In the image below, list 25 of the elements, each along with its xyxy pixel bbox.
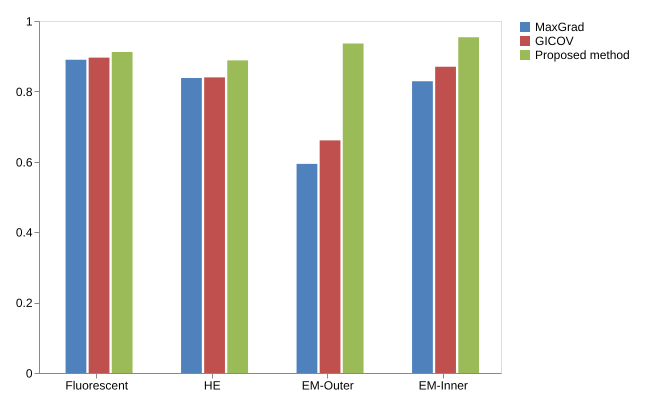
y-tick-label: 0.6 [16, 155, 33, 170]
bar [458, 37, 480, 373]
x-tick-label: EM-Outer [302, 378, 354, 392]
bar [320, 140, 340, 373]
y-tick-label: 0 [26, 366, 33, 380]
bar [181, 78, 202, 373]
bar [66, 60, 86, 373]
bar [88, 58, 110, 373]
legend-label: Proposed method [535, 48, 630, 62]
y-tick-label: 1 [26, 14, 33, 28]
bar [435, 66, 456, 373]
bar [296, 164, 318, 373]
x-tick-label: HE [204, 378, 221, 392]
bar [412, 81, 433, 373]
y-tick-label: 0.4 [16, 226, 33, 240]
bar [204, 77, 225, 373]
y-tick-label: 0.2 [16, 296, 33, 310]
legend-label: GICOV [535, 34, 574, 48]
x-tick-label: EM-Inner [418, 378, 468, 392]
x-tick-label: Fluorescent [65, 378, 129, 392]
bar [342, 44, 364, 373]
legend-label: MaxGrad [535, 20, 584, 34]
bar [112, 52, 133, 373]
bar [227, 60, 248, 373]
y-tick-label: 0.8 [16, 84, 33, 99]
